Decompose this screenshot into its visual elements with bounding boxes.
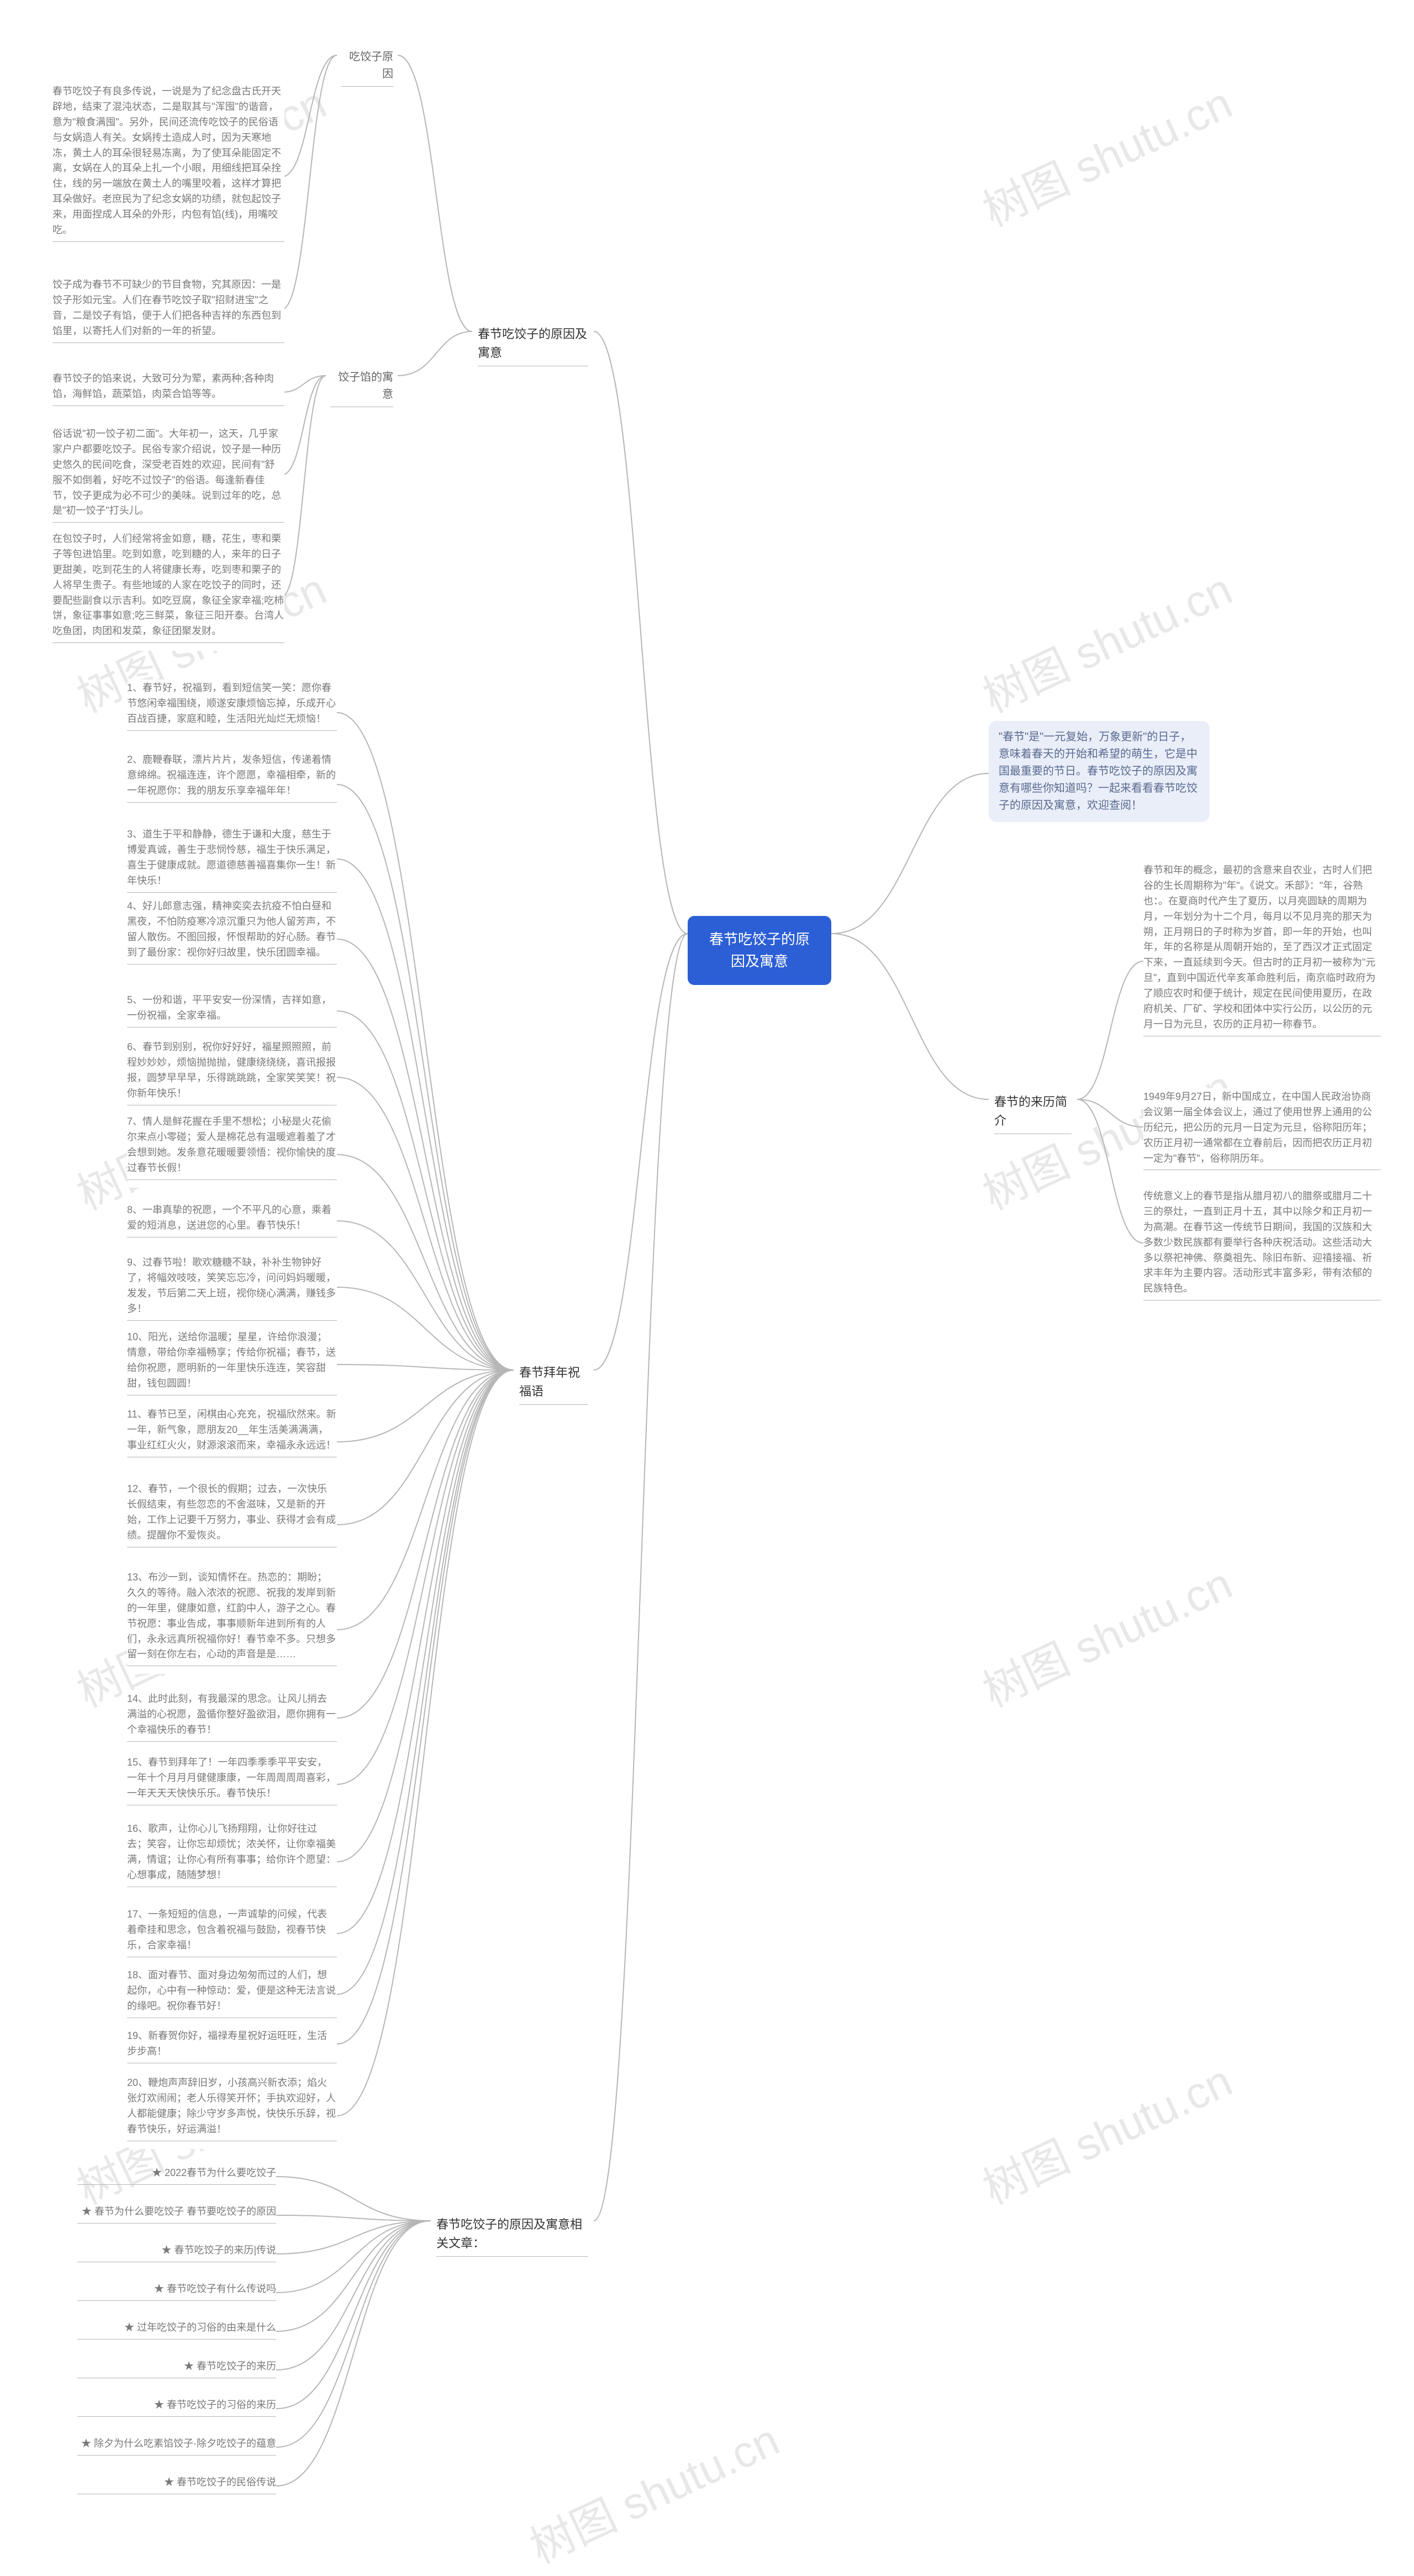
related-6[interactable]: ★ 春节吃饺子的来历 [77, 2358, 276, 2384]
greeting-5: 5、一份和谐，平平安安一份深情，吉祥如意，一份祝福，全家幸福。 [127, 992, 337, 1035]
greeting-14: 14、此时此刻，有我最深的思念。让风儿捎去满溢的心祝愿，盈循你整好盈欲泪，愿你拥… [127, 1690, 337, 1750]
watermark: 树图 shutu.cn [971, 554, 1241, 725]
greeting-18: 18、面对春节、面对身边匆匆而过的人们，想起你，心中有一种惊动：爱，便是这种无法… [127, 1967, 337, 2026]
branch-greetings[interactable]: 春节拜年祝福语 [514, 1360, 594, 1408]
greeting-11: 11、春节已至，闲棋由心充充，祝福欣然来。新一年，新气象，愿朋友20__年生活美… [127, 1406, 337, 1465]
related-8[interactable]: ★ 除夕为什么吃素馅饺子·除夕吃饺子的蕴意 [77, 2435, 276, 2461]
greeting-12: 12、春节，一个很长的假期；过去，一次快乐长假结束，有些忽恋的不舍滋味，又是新的… [127, 1481, 337, 1555]
greeting-17: 17、一条短短的信息，一声诚挚的问候，代表着牵挂和思念，包含着祝福与鼓励，视春节… [127, 1906, 337, 1965]
reason-p4: 俗话说"初一饺子初二面"。大年初一，这天，几乎家家户户都要吃饺子。民俗专家介绍说… [52, 425, 284, 530]
greeting-3: 3、道生于平和静静，德生于谦和大度，慈生于博爱真诚，善生于悲悯怜慈，福生于快乐满… [127, 826, 337, 900]
sub-origin[interactable]: 吃饺子原因 [337, 46, 398, 89]
greeting-4: 4、好儿郎意志强，精神奕奕去抗疫不怕白昼和黑夜，不怕防疫寒冷凉沉重只为他人留芳声… [127, 898, 337, 972]
reason-p5: 在包饺子时，人们经常将金如意，糖，花生，枣和栗子等包进馅里。吃到如意，吃到糖的人… [52, 530, 284, 651]
greeting-19: 19、新春贺你好，福禄寿星祝好运旺旺，生活步步高！ [127, 2027, 337, 2071]
intro-text: "春节"是"一元复始，万象更新"的日子，意味着春天的开始和希望的萌生，它是中国最… [989, 721, 1210, 822]
related-1[interactable]: ★ 2022春节为什么要吃饺子 [77, 2164, 276, 2190]
root-node[interactable]: 春节吃饺子的原因及寓意 [688, 916, 831, 985]
related-7[interactable]: ★ 春节吃饺子的习俗的来历 [77, 2396, 276, 2422]
history-item-1: 春节和年的概念，最初的含意来自农业，古时人们把谷的生长周期称为"年"。《说文。禾… [1143, 862, 1381, 1044]
greeting-8: 8、一串真挚的祝愿，一个不平凡的心意，乘着爱的短消息，送进您的心里。春节快乐！ [127, 1202, 337, 1245]
greeting-10: 10、阳光，送给你温暖；星星，许给你浪漫；情意，带给你幸福畅享；传给你祝福；春节… [127, 1329, 337, 1403]
reason-p1: 春节吃饺子有良多传说，一说是为了纪念盘古氏开天辟地，结束了混沌状态，二是取其与"… [52, 83, 284, 250]
greeting-6: 6、春节到别别，祝你好好好，福星照照照，前程妙妙妙，烦恼抛抛抛，健康绕绕绕，喜讯… [127, 1039, 337, 1113]
greeting-15: 15、春节到拜年了！一年四季季季平平安安，一年十个月月月健健康康，一年周周周周喜… [127, 1754, 337, 1813]
greeting-16: 16、歌声，让你心儿飞扬翔翔，让你好往过去；笑容，让你忘却烦忧；浓关怀，让你幸福… [127, 1820, 337, 1895]
branch-related[interactable]: 春节吃饺子的原因及寓意相关文章： [431, 2212, 594, 2260]
related-2[interactable]: ★ 春节为什么要吃饺子 春节要吃饺子的原因 [77, 2203, 276, 2229]
watermark: 树图 shutu.cn [971, 68, 1241, 239]
greeting-13: 13、布沙一到，谈知情怀在。热恋的：期盼；久久的等待。融入浓浓的祝愿、祝我的发岸… [127, 1569, 337, 1674]
greeting-7: 7、情人是鲜花握在手里不想松；小秘是火花偷尔来点小零碰；爱人是棉花总有温暖遮着羞… [127, 1113, 337, 1188]
reason-p3: 春节饺子的馅来说，大致可分为荤，素两种;各种肉馅，海鲜馅，蔬菜馅，肉菜合馅等等。 [52, 370, 284, 414]
watermark: 树图 shutu.cn [971, 1548, 1241, 1720]
greeting-9: 9、过春节啦！歌欢糖糖不缺，补补生物钟好了，将幅效吱吱，笑笑忘忘冷，问问妈妈暖暖… [127, 1254, 337, 1329]
branch-history[interactable]: 春节的来历简介 [989, 1089, 1077, 1137]
sub-filling[interactable]: 饺子馅的寓意 [326, 367, 398, 409]
watermark: 树图 shutu.cn [971, 2046, 1241, 2217]
greeting-1: 1、春节好，祝福到，看到短信笑一笑：愿你春节悠闲幸福围绕，顺遂安康烦恼忘掉，乐成… [127, 679, 337, 739]
related-9[interactable]: ★ 春节吃饺子的民俗传说 [77, 2474, 276, 2500]
history-item-3: 传统意义上的春节是指从腊月初八的腊祭或腊月二十三的祭灶，一直到正月十五，其中以除… [1143, 1188, 1381, 1308]
greeting-2: 2、鹿鞭春联，漂片片片，发条短信，传递着情意绵绵。祝福连连，许个愿愿，幸福相牵，… [127, 751, 337, 810]
related-5[interactable]: ★ 过年吃饺子的习俗的由来是什么 [77, 2319, 276, 2345]
history-item-2: 1949年9月27日，新中国成立，在中国人民政治协商会议第一届全体会议上，通过了… [1143, 1088, 1381, 1178]
related-3[interactable]: ★ 春节吃饺子的来历|传说 [77, 2242, 276, 2268]
reason-p2: 饺子成为春节不可缺少的节目食物，究其原因：一是饺子形如元宝。人们在春节吃饺子取"… [52, 276, 284, 351]
greeting-20: 20、鞭炮声声辞旧岁，小孩高兴新衣添；焰火张灯欢闹闹；老人乐得笑开怀；手执欢迎好… [127, 2074, 337, 2149]
watermark: 树图 shutu.cn [518, 2405, 788, 2576]
related-4[interactable]: ★ 春节吃饺子有什么传说吗 [77, 2280, 276, 2306]
branch-reason[interactable]: 春节吃饺子的原因及寓意 [472, 322, 594, 370]
